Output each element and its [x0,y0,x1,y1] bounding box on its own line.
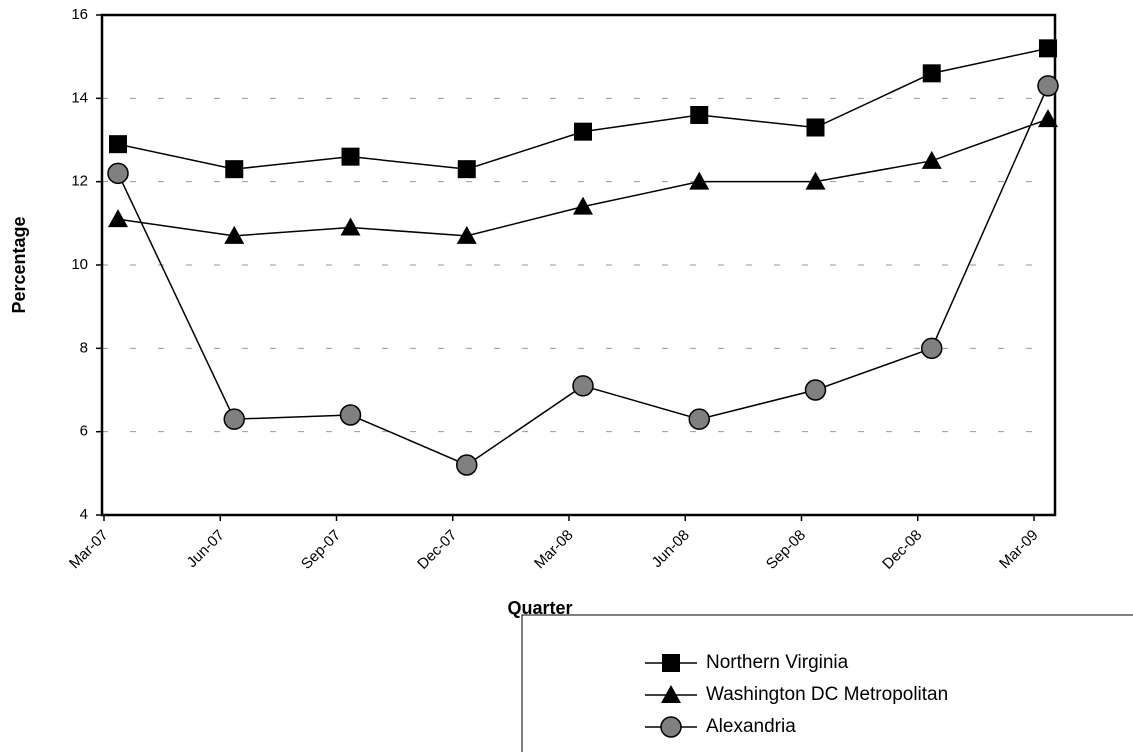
y-tick-label: 6 [80,423,88,440]
data-point [339,404,362,426]
plot-frame [100,13,1057,517]
data-point [921,150,942,169]
legend-label: Northern Virginia [706,652,849,673]
data-point [340,217,361,236]
data-point [456,225,477,244]
y-tick-label: 14 [71,89,88,106]
data-point [804,379,827,401]
x-axis-title: Quarter [507,598,572,618]
data-point [688,408,710,430]
y-tick-label: 12 [71,173,88,190]
data-point [1038,109,1058,128]
legend-box [521,614,1133,752]
series-line [117,85,1049,466]
data-point [225,160,244,179]
x-tick-label: Jun-08 [648,527,692,571]
data-point [457,160,476,179]
y-axis-title: Percentage [9,216,29,313]
data-point [341,147,360,166]
data-point [921,337,943,360]
y-tick-label: 4 [80,506,88,523]
x-tick-label: Dec-08 [879,527,925,573]
data-point [1039,39,1057,58]
data-point [109,135,127,154]
data-point [1037,75,1059,97]
data-point [108,209,128,228]
series-line [117,47,1049,170]
legend-label: Alexandria [706,716,796,737]
y-tick-label: 8 [80,339,88,356]
x-tick-label: Jun-07 [183,527,227,571]
data-point [572,375,594,397]
x-tick-label: Sep-08 [763,527,809,573]
data-point [805,171,826,190]
data-point [574,122,592,141]
x-tick-label: Sep-07 [298,527,344,573]
data-point [573,196,593,215]
data-point [224,225,245,244]
data-point [456,454,478,476]
data-point [689,171,710,190]
data-point [922,64,941,83]
data-point [690,106,709,124]
data-point [223,408,245,430]
legend-marker [661,685,681,703]
x-tick-label: Dec-07 [414,527,460,573]
data-point [107,162,129,185]
data-point [806,118,825,137]
y-tick-label: 10 [71,256,88,273]
legend-marker [662,654,680,672]
x-tick-label: Mar-09 [996,527,1042,573]
x-tick-label: Mar-08 [531,527,577,573]
legend-marker [660,716,682,738]
legend-label: Washington DC Metropolitan [706,684,948,705]
x-tick-label: Mar-07 [66,527,112,573]
y-tick-label: 16 [71,6,88,23]
